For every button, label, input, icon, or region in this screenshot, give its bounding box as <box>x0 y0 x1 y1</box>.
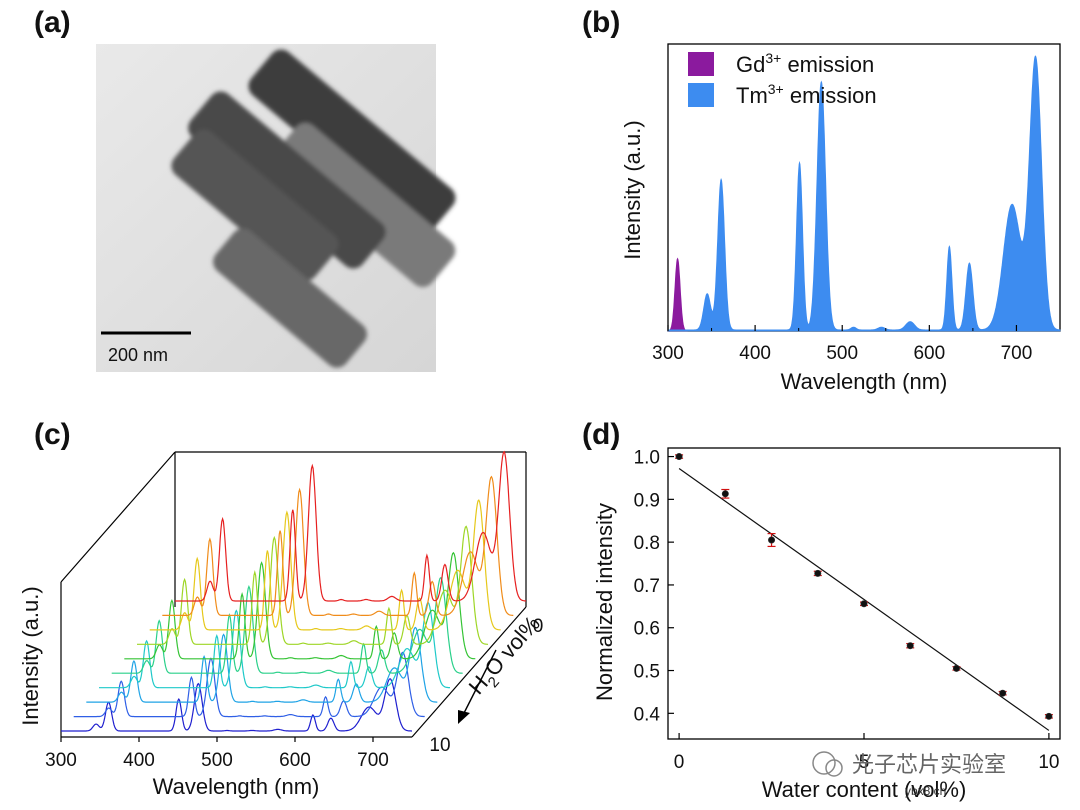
y-tick-label: 0.8 <box>634 533 660 554</box>
nanorod <box>188 91 386 269</box>
depth-edge <box>411 606 527 738</box>
x-tick-label: 700 <box>357 750 389 771</box>
y-tick-label: 0.4 <box>634 704 661 725</box>
x-axis-label: Water content (vol%) <box>762 777 967 802</box>
z-axis-arrowhead <box>458 710 470 724</box>
spectrum-line <box>137 525 488 645</box>
x-tick-label: 300 <box>652 343 684 364</box>
watermark-site: ybx8.cn <box>905 784 946 798</box>
data-point <box>675 453 683 461</box>
y-axis-label: Intensity (a.u.) <box>18 586 43 725</box>
x-axis-label: Wavelength (nm) <box>781 369 948 394</box>
x-tick-label: 600 <box>913 343 945 364</box>
data-point <box>768 536 776 544</box>
legend: Gd3+ emission Tm3+ emission <box>688 50 877 108</box>
y-tick-label: 0.5 <box>634 662 660 683</box>
y-tick-label: 1.0 <box>634 448 660 469</box>
spectrum-line <box>175 450 527 602</box>
waterfall-chart: 300 400 500 600 700 Wavelength (nm) Intensit… <box>18 450 545 799</box>
legend-label-gd: Gd3+ emission <box>736 50 874 77</box>
watermark-text: 光子芯片实验室 <box>852 752 1006 777</box>
wechat-icon-small <box>825 759 843 777</box>
data-point <box>999 689 1007 697</box>
scatter-chart: 0.4 0.5 0.6 0.7 0.8 0.9 1.0 0 5 10 Normalized int… <box>592 447 1061 802</box>
y-axis-label: Normalized intensity <box>592 503 617 701</box>
panel-c-label: (c) <box>34 418 71 451</box>
data-point <box>860 600 868 608</box>
data-point <box>952 664 960 672</box>
x-tick-label: 500 <box>201 750 233 771</box>
spectrum-line <box>162 475 514 616</box>
x-tick-label: 500 <box>826 343 858 364</box>
spectrum-line <box>149 499 501 631</box>
spectrum-line <box>99 601 450 689</box>
z-tick-label: 0 <box>533 616 544 637</box>
z-tick-label: 10 <box>429 735 450 756</box>
data-point <box>721 490 729 498</box>
y-tick-label: 0.9 <box>634 490 660 511</box>
wechat-icon <box>812 751 836 775</box>
nanorod <box>213 228 367 368</box>
x-tick-label: 700 <box>1001 343 1033 364</box>
z-axis-arrow <box>461 649 497 718</box>
x-axis-label: Wavelength (nm) <box>153 774 320 799</box>
series-area-gd <box>667 257 688 332</box>
scale-bar-label: 200 nm <box>108 345 168 365</box>
panel-d-label: (d) <box>582 418 620 451</box>
tem-image: 200 nm <box>96 44 456 372</box>
series-area-tm <box>667 55 1061 332</box>
y-axis-label: Intensity (a.u.) <box>620 120 645 259</box>
legend-swatch-gd <box>688 52 714 76</box>
x-tick-label: 300 <box>45 750 77 771</box>
panel-a-label: (a) <box>34 6 71 39</box>
nanorod <box>171 129 339 281</box>
waterfall-box <box>60 451 527 738</box>
spectrum-chart: 300 400 500 600 700 Gd3+ emission Tm3+ emiss… <box>620 43 1061 394</box>
x-tick-label: 10 <box>1038 752 1059 773</box>
x-tick-label: 0 <box>674 752 685 773</box>
spectrum-line <box>86 626 438 703</box>
spectrum-line <box>73 651 425 718</box>
legend-label-tm: Tm3+ emission <box>736 81 877 108</box>
x-tick-label: 5 <box>859 752 870 773</box>
data-point <box>906 642 914 650</box>
data-point <box>1045 712 1053 720</box>
data-point <box>814 569 822 577</box>
x-tick-label: 400 <box>739 343 771 364</box>
nanorod <box>248 49 456 235</box>
panel-b-label: (b) <box>582 6 620 39</box>
linear-fit-line <box>678 468 1050 731</box>
top-left-edge <box>60 451 176 583</box>
nanorod <box>272 122 456 288</box>
y-tick-label: 0.7 <box>634 576 660 597</box>
y-tick-label: 0.6 <box>634 619 660 640</box>
watermark: 光子芯片实验室 ybx8.cn <box>812 751 1006 798</box>
x-tick-label: 400 <box>123 750 155 771</box>
spectrum-line <box>124 551 476 660</box>
spectrum-line <box>61 678 412 732</box>
x-tick-label: 600 <box>279 750 311 771</box>
spectrum-line <box>111 576 463 674</box>
legend-swatch-tm <box>688 83 714 107</box>
